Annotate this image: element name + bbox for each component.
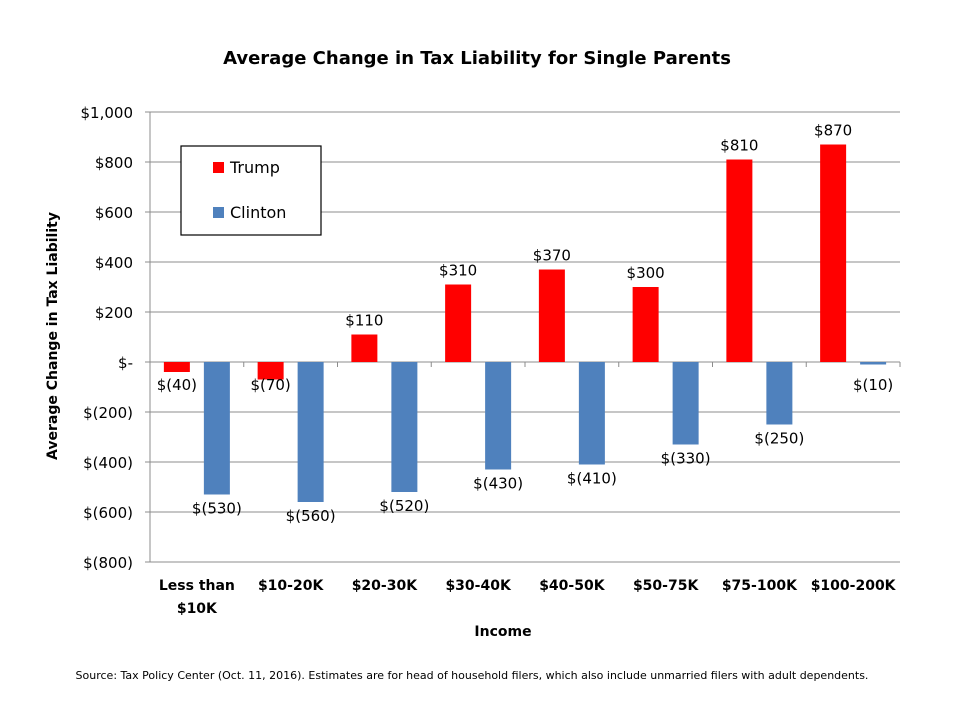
chart-title: Average Change in Tax Liability for Sing…	[223, 48, 731, 69]
legend-label-clinton: Clinton	[230, 203, 286, 222]
data-label-trump-0: $(40)	[157, 376, 197, 394]
x-category-label: $100-200K	[811, 578, 897, 594]
data-label-clinton-2: $(520)	[379, 497, 429, 515]
bar-trump-4	[538, 269, 565, 362]
data-label-trump-3: $310	[439, 262, 477, 280]
x-category-label: $75-100K	[722, 578, 798, 594]
x-category-label: $20-30K	[352, 578, 419, 594]
x-category-label: Less than	[159, 578, 235, 594]
y-tick-label: $800	[95, 154, 133, 172]
legend-box	[180, 145, 322, 236]
data-label-trump-1: $(70)	[250, 376, 290, 394]
bar-trump-2	[351, 334, 378, 362]
data-labels: $(40) $(70) $110 $310 $370 $300 $810 $870 $(530)…	[157, 122, 894, 526]
legend-label-trump: Trump	[229, 158, 280, 177]
legend: Trump Clinton	[180, 145, 322, 236]
bar-clinton-7	[860, 362, 887, 365]
data-label-clinton-3: $(430)	[473, 475, 523, 493]
bar-clinton-4	[578, 362, 605, 465]
bar-trump-7	[820, 144, 847, 362]
y-tick-label: $-	[118, 354, 133, 372]
x-category-label: $10K	[177, 601, 218, 617]
y-tick-label: $(600)	[83, 504, 133, 522]
bar-trump-5	[632, 287, 659, 362]
y-tick-label: $200	[95, 304, 133, 322]
x-category-label: $10-20K	[258, 578, 325, 594]
bar-clinton-5	[672, 362, 699, 445]
y-axis-title: Average Change in Tax Liability	[45, 212, 61, 460]
x-axis-categories: Less than $10K $10-20K $20-30K $30-40K $40-50…	[159, 578, 897, 617]
bar-clinton-3	[485, 362, 512, 470]
data-label-clinton-5: $(330)	[661, 450, 711, 468]
bars	[163, 144, 887, 502]
data-label-trump-6: $810	[720, 137, 758, 155]
data-label-trump-7: $870	[814, 122, 852, 140]
data-label-clinton-7: $(10)	[853, 376, 893, 394]
data-label-trump-4: $370	[533, 247, 571, 265]
x-axis-title: Income	[474, 624, 531, 640]
y-axis-ticks: $1,000 $800 $600 $400 $200 $- $(200) $(400) $(60…	[81, 104, 134, 572]
data-label-clinton-4: $(410)	[567, 470, 617, 488]
data-label-clinton-0: $(530)	[192, 500, 242, 518]
legend-swatch-trump	[213, 162, 224, 173]
x-category-label: $40-50K	[539, 578, 606, 594]
bar-trump-1	[257, 362, 284, 380]
axes	[145, 111, 901, 563]
source-note: Source: Tax Policy Center (Oct. 11, 2016…	[76, 669, 869, 682]
bar-trump-6	[726, 159, 753, 362]
data-label-clinton-6: $(250)	[754, 430, 804, 448]
x-category-label: $30-40K	[445, 578, 512, 594]
data-label-trump-2: $110	[345, 312, 383, 330]
bar-trump-3	[445, 284, 472, 362]
y-tick-label: $(400)	[83, 454, 133, 472]
data-label-clinton-1: $(560)	[286, 507, 336, 525]
bar-clinton-6	[766, 362, 793, 425]
y-tick-label: $1,000	[81, 104, 134, 122]
data-label-trump-5: $300	[627, 264, 665, 282]
y-tick-label: $400	[95, 254, 133, 272]
x-category-label: $50-75K	[633, 578, 700, 594]
y-tick-label: $(200)	[83, 404, 133, 422]
legend-swatch-clinton	[213, 207, 224, 218]
y-tick-label: $600	[95, 204, 133, 222]
bar-clinton-1	[297, 362, 324, 502]
y-tick-label: $(800)	[83, 554, 133, 572]
bar-clinton-0	[203, 362, 230, 495]
bar-trump-0	[163, 362, 190, 372]
bar-clinton-2	[391, 362, 418, 492]
